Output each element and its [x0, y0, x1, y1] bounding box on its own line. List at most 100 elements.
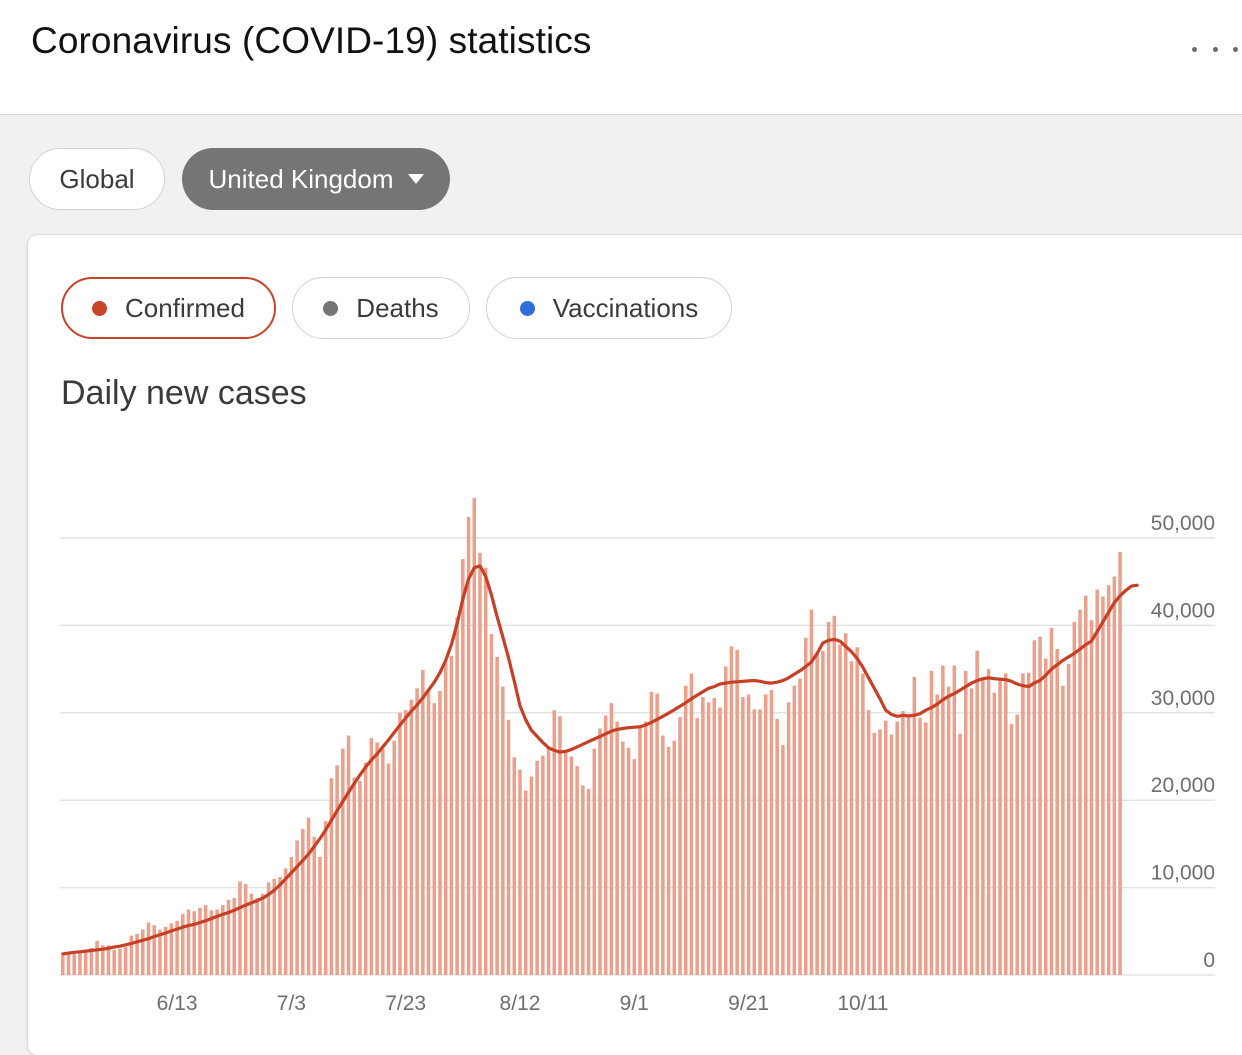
bar — [426, 690, 431, 975]
bar — [318, 857, 322, 975]
bar — [763, 694, 768, 975]
more-dot — [1192, 46, 1197, 52]
bar — [575, 766, 579, 975]
bar — [192, 911, 196, 975]
bar — [421, 669, 425, 975]
bar — [386, 763, 391, 975]
bar — [415, 688, 419, 975]
bar — [255, 898, 259, 975]
y-tick-label: 10,000 — [1151, 862, 1215, 885]
bar — [569, 756, 574, 975]
bar — [61, 955, 65, 975]
bar — [329, 778, 334, 975]
bar — [752, 709, 757, 975]
bar — [718, 707, 722, 975]
bar — [1112, 576, 1117, 975]
bar — [101, 945, 105, 975]
bar — [1072, 621, 1077, 975]
bar — [918, 718, 922, 975]
bar — [826, 621, 831, 975]
bar — [369, 738, 374, 975]
x-tick-label: 9/21 — [728, 992, 769, 1015]
bar — [661, 735, 665, 975]
bar — [198, 907, 202, 975]
bar — [438, 690, 442, 975]
bar — [1089, 620, 1094, 975]
bar — [632, 759, 637, 975]
bar — [1043, 658, 1048, 975]
bar — [786, 702, 791, 975]
bar — [238, 881, 242, 975]
bar — [912, 676, 917, 975]
bar — [586, 788, 591, 975]
tab-deaths[interactable]: Deaths — [292, 277, 470, 339]
bar — [506, 719, 511, 975]
bar — [512, 757, 517, 975]
bar — [472, 497, 477, 975]
bar — [975, 650, 979, 975]
bar — [181, 913, 185, 975]
bar — [906, 715, 911, 975]
bar — [323, 821, 328, 975]
bar — [175, 920, 179, 975]
tab-vaccinations[interactable]: Vaccinations — [486, 277, 732, 339]
bar — [249, 893, 254, 975]
bar — [552, 710, 557, 975]
bar — [203, 905, 208, 975]
bar — [243, 884, 248, 975]
bar — [443, 662, 448, 975]
bar — [643, 721, 648, 975]
bar — [1083, 595, 1088, 975]
bar — [358, 780, 362, 975]
bar — [872, 732, 877, 975]
global-button[interactable]: Global — [29, 148, 165, 210]
bar — [741, 697, 745, 975]
bar — [895, 721, 899, 975]
bar — [266, 882, 271, 975]
bar — [969, 688, 974, 975]
bar — [838, 644, 842, 975]
bar — [66, 953, 71, 975]
bar — [141, 929, 145, 975]
bar — [723, 666, 728, 975]
bar — [483, 567, 488, 975]
y-tick-label: 20,000 — [1151, 774, 1215, 797]
country-dropdown[interactable]: United Kingdom — [182, 148, 450, 210]
tab-deaths-label: Deaths — [356, 292, 439, 323]
x-tick-label: 10/11 — [837, 992, 888, 1015]
bar — [466, 517, 471, 975]
bar — [72, 954, 76, 975]
bar — [398, 712, 402, 975]
page-title: Coronavirus (COVID-19) statistics — [31, 20, 592, 61]
more-horizontal-icon[interactable] — [1192, 44, 1238, 54]
bar — [1003, 673, 1008, 975]
tab-confirmed[interactable]: Confirmed — [61, 277, 276, 339]
bar — [609, 703, 614, 975]
bar — [712, 697, 717, 975]
bar — [392, 740, 397, 975]
bar — [901, 711, 905, 975]
bar — [261, 893, 265, 975]
bar — [878, 729, 882, 975]
x-tick-label: 7/23 — [385, 992, 426, 1015]
y-tick-label: 50,000 — [1151, 512, 1215, 535]
bar — [123, 947, 128, 975]
x-tick-label: 9/1 — [620, 992, 649, 1015]
bar — [861, 673, 865, 975]
bar — [815, 651, 819, 975]
bar — [558, 716, 562, 975]
bar — [1015, 714, 1019, 975]
bar — [186, 909, 191, 975]
bar — [963, 670, 968, 975]
bar — [678, 717, 682, 975]
bar — [1021, 673, 1025, 975]
y-tick-label: 40,000 — [1151, 599, 1215, 622]
bar — [289, 857, 294, 975]
bar — [855, 647, 859, 975]
confirmed-dot-icon — [92, 300, 108, 316]
bar — [335, 765, 339, 975]
bar — [341, 748, 345, 975]
bar — [1118, 551, 1122, 975]
bar — [941, 665, 945, 975]
bar — [89, 947, 94, 975]
